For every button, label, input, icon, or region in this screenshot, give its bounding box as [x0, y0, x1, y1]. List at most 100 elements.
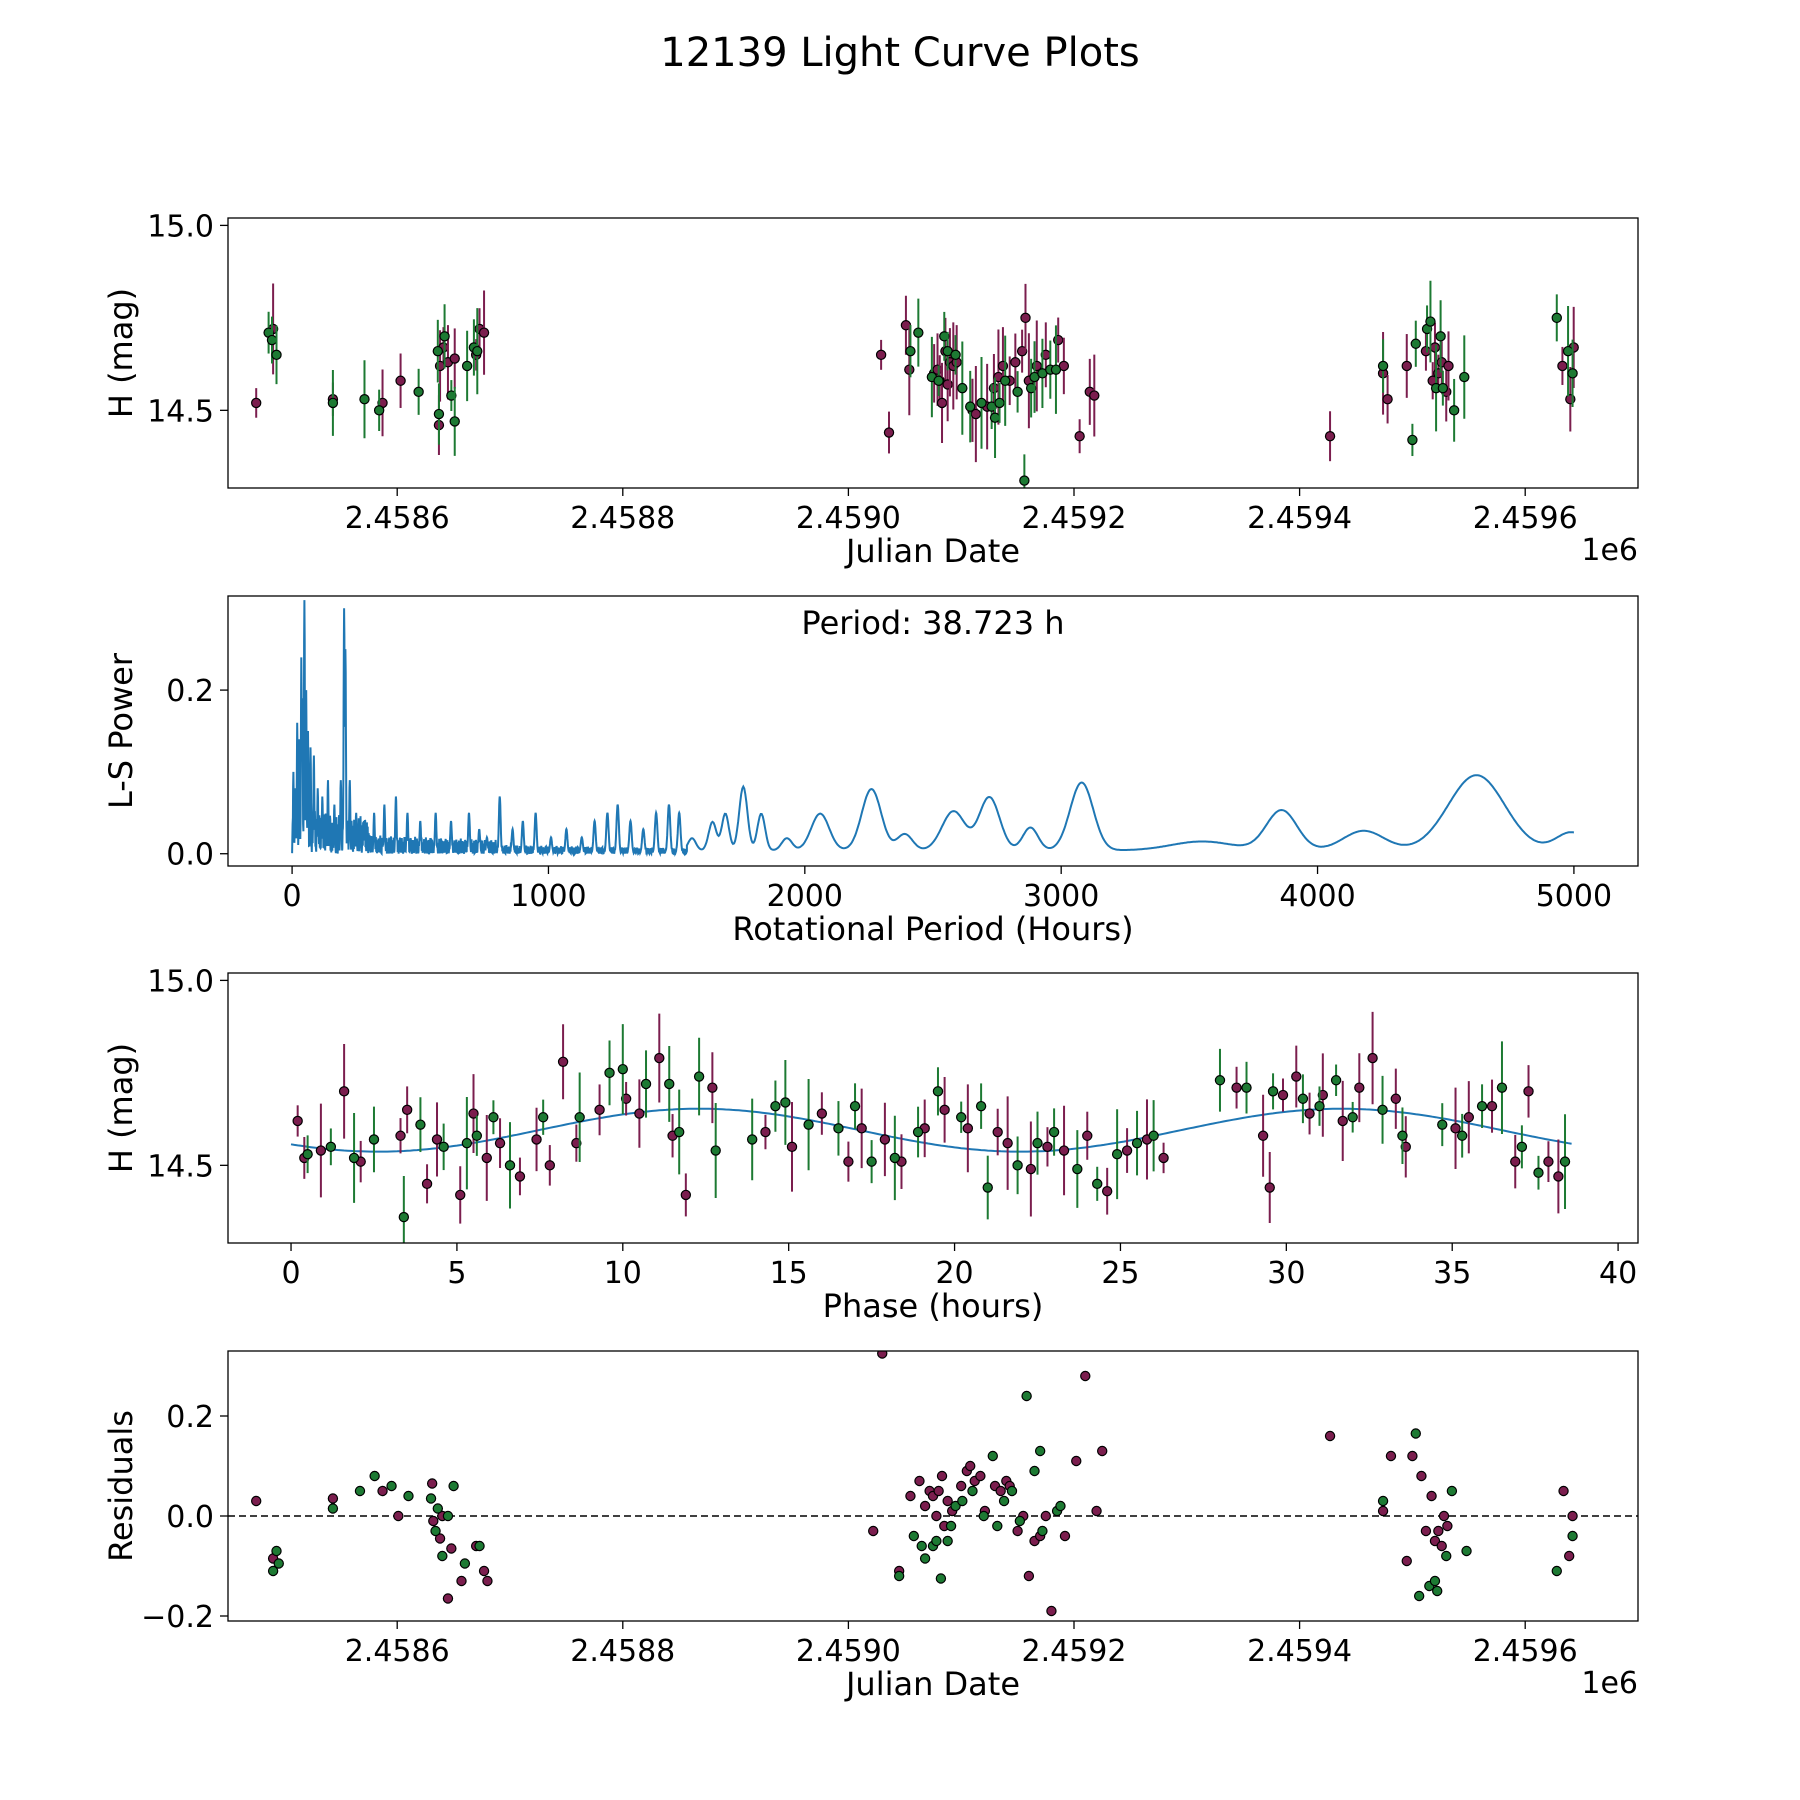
- data-point: [571, 1137, 582, 1149]
- data-point: [271, 349, 282, 361]
- y-tick-label: 0.2: [166, 674, 214, 709]
- data-point: [574, 1112, 585, 1123]
- data-point: [471, 1130, 483, 1141]
- data-point: [1021, 1390, 1032, 1402]
- data-point: [987, 1450, 998, 1462]
- data-point: [1563, 1550, 1575, 1562]
- data-point: [348, 1152, 360, 1164]
- data-point: [557, 1056, 569, 1067]
- data-point: [1096, 1445, 1108, 1457]
- data-point: [1377, 1505, 1389, 1517]
- data-point: [504, 1160, 516, 1171]
- data-point: [1476, 1100, 1488, 1112]
- data-point: [1020, 312, 1031, 324]
- data-point: [448, 1480, 459, 1492]
- data-point: [1059, 1530, 1071, 1542]
- data-point: [1071, 1455, 1082, 1467]
- data-point: [849, 1100, 861, 1112]
- data-point: [856, 1123, 867, 1134]
- data-point: [1438, 1510, 1450, 1522]
- data-point: [1006, 1485, 1018, 1497]
- data-point: [1317, 1089, 1329, 1101]
- data-point: [1567, 1510, 1578, 1522]
- data-point: [640, 1078, 652, 1090]
- data-point: [982, 1182, 993, 1193]
- data-point: [931, 1535, 942, 1547]
- data-point: [1443, 360, 1454, 372]
- data-point: [377, 1485, 388, 1497]
- data-point: [1231, 1082, 1242, 1093]
- data-point: [868, 1525, 879, 1537]
- data-point: [544, 1160, 556, 1171]
- data-point: [1382, 394, 1393, 405]
- data-point: [1080, 1370, 1091, 1382]
- data-point: [1012, 1160, 1023, 1171]
- data-point: [950, 349, 961, 361]
- data-point: [1429, 342, 1441, 353]
- x-axis-label: Phase (hours): [823, 1287, 1044, 1325]
- data-point: [1377, 1495, 1389, 1507]
- data-point: [488, 1112, 499, 1123]
- data-point: [816, 1108, 828, 1119]
- y-tick-label: 15.0: [147, 964, 214, 999]
- data-point: [1461, 1545, 1472, 1557]
- x-tick-label: 2.4592: [1022, 501, 1127, 536]
- x-tick-label: 0: [281, 1256, 300, 1291]
- data-point: [315, 1145, 327, 1156]
- data-point: [746, 1134, 758, 1145]
- data-point: [932, 1086, 944, 1097]
- data-point: [879, 1134, 891, 1145]
- data-point: [780, 1097, 791, 1108]
- data-point: [432, 345, 444, 357]
- data-point: [1131, 1137, 1143, 1149]
- data-point: [1072, 1163, 1083, 1175]
- data-point: [1410, 1428, 1421, 1439]
- data-point: [1496, 1082, 1508, 1093]
- data-point: [1241, 1082, 1252, 1093]
- data-point: [302, 1149, 313, 1160]
- y-tick-label: 0.0: [166, 1500, 214, 1535]
- y-tick-label: 15.0: [147, 209, 214, 244]
- data-point: [531, 1134, 542, 1145]
- x-tick-label: 15: [770, 1256, 808, 1291]
- data-point: [438, 1141, 449, 1153]
- x-tick-label: 3000: [1023, 879, 1099, 914]
- data-point: [1367, 1052, 1378, 1064]
- data-point: [965, 401, 976, 412]
- data-point: [439, 331, 450, 342]
- data-point: [369, 1470, 380, 1482]
- data-point: [919, 1553, 931, 1564]
- data-point: [1437, 1119, 1448, 1130]
- periodogram-line: [291, 600, 1575, 858]
- data-point: [1420, 1525, 1432, 1537]
- data-point: [866, 1156, 877, 1167]
- data-point: [1354, 1082, 1365, 1093]
- data-point: [1429, 1535, 1441, 1547]
- data-point: [931, 1510, 942, 1522]
- x-tick-label: 2.4590: [796, 501, 901, 536]
- data-point: [1012, 1525, 1023, 1537]
- x-axis-label: Julian Date: [844, 532, 1020, 570]
- axes-frame: [227, 217, 1639, 489]
- data-point: [1214, 1075, 1226, 1086]
- data-point: [468, 1108, 479, 1119]
- data-point: [1050, 364, 1062, 375]
- data-point: [1089, 390, 1100, 401]
- data-point: [664, 1078, 675, 1090]
- data-point: [1324, 431, 1336, 442]
- axes-frame: [227, 1350, 1639, 1622]
- x-tick-label: 10: [604, 1256, 642, 1291]
- data-point: [1040, 1510, 1052, 1522]
- series-red: [292, 1011, 1564, 1224]
- data-point: [1304, 1108, 1315, 1119]
- x-axis-label: Rotational Period (Hours): [732, 910, 1133, 948]
- data-point: [889, 1152, 901, 1164]
- x-tick-label: 2.4586: [345, 501, 450, 536]
- x-tick-label: 35: [1433, 1256, 1471, 1291]
- data-point: [461, 360, 473, 372]
- data-point: [1401, 1555, 1412, 1567]
- data-point: [936, 397, 948, 409]
- data-point: [992, 1126, 1003, 1138]
- data-point: [437, 1550, 448, 1562]
